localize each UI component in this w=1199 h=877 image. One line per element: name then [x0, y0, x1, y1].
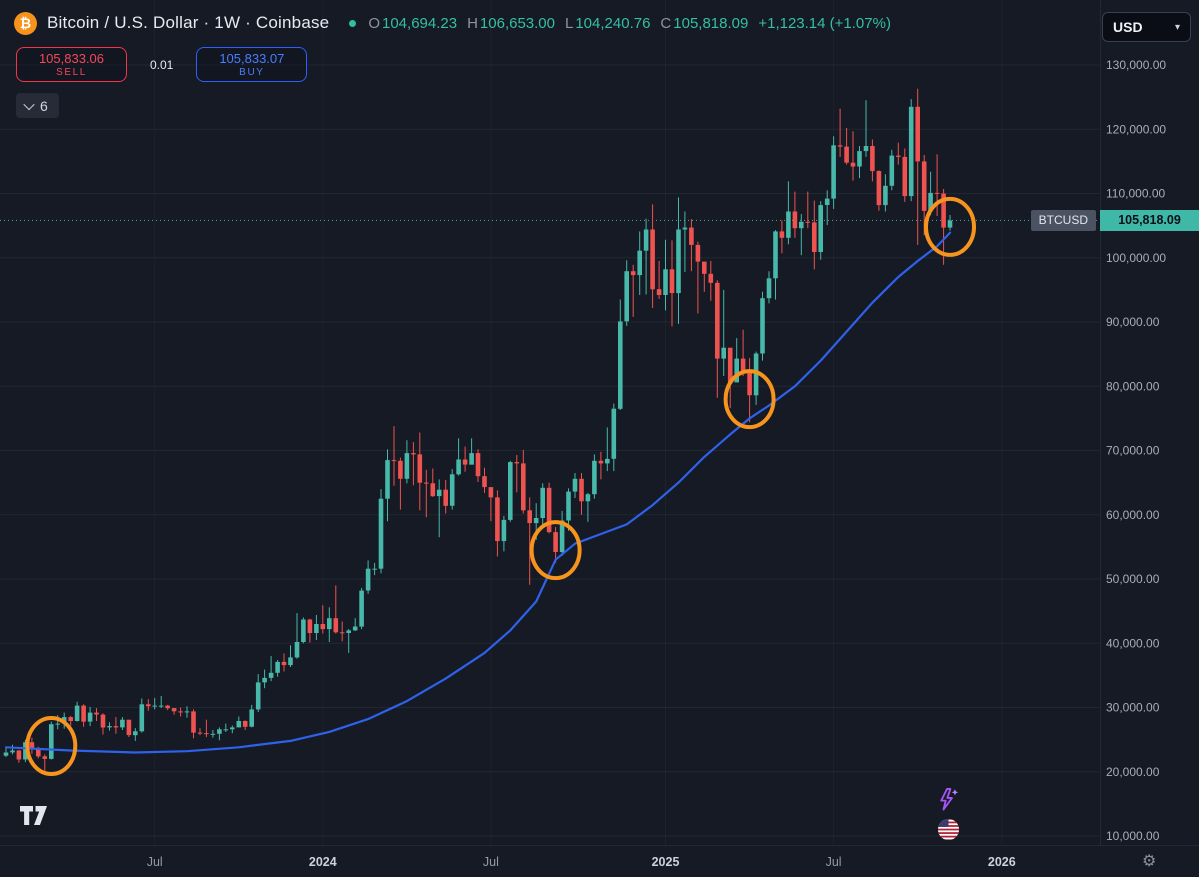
- price-change: +1,123.14 (+1.07%): [758, 14, 891, 32]
- close-value: C 105,818.09: [660, 14, 749, 32]
- ai-sparkle-bolt-icon[interactable]: [934, 786, 961, 818]
- svg-text:Jul: Jul: [483, 855, 499, 869]
- svg-text:120,000.00: 120,000.00: [1106, 122, 1166, 136]
- svg-text:100,000.00: 100,000.00: [1106, 251, 1166, 265]
- low-value: L 104,240.76: [565, 14, 651, 32]
- svg-text:80,000.00: 80,000.00: [1106, 379, 1160, 393]
- indicators-collapse-chip[interactable]: 6: [16, 93, 59, 118]
- svg-text:60,000.00: 60,000.00: [1106, 508, 1160, 522]
- buy-label: BUY: [239, 66, 265, 78]
- indicator-count: 6: [40, 97, 48, 114]
- time-axis-separator: [0, 845, 1199, 846]
- svg-text:Jul: Jul: [826, 855, 842, 869]
- svg-text:70,000.00: 70,000.00: [1106, 444, 1160, 458]
- svg-text:50,000.00: 50,000.00: [1106, 572, 1160, 586]
- spread-value: 0.01: [150, 57, 174, 72]
- chevron-down-icon: ▾: [1174, 21, 1180, 33]
- svg-text:2026: 2026: [988, 855, 1016, 869]
- ohlc-values: O 104,694.23 H 106,653.00 L 104,240.76 C 105…: [368, 15, 891, 32]
- svg-text:2025: 2025: [652, 855, 680, 869]
- last-price-label: 105,818.09: [1100, 210, 1199, 231]
- svg-text:40,000.00: 40,000.00: [1106, 636, 1160, 650]
- buy-button[interactable]: 105,833.07 BUY: [196, 47, 308, 82]
- high-value: H 106,653.00: [467, 14, 555, 32]
- axis-settings-gear-icon[interactable]: ⚙: [1142, 853, 1157, 870]
- tradingview-logo[interactable]: [20, 806, 54, 831]
- open-value: O 104,694.23: [368, 14, 458, 32]
- trade-panel: 105,833.06 SELL 0.01 105,833.07 BUY: [16, 47, 308, 82]
- svg-text:90,000.00: 90,000.00: [1106, 315, 1160, 329]
- symbol-price-flag: BTCUSD: [1030, 210, 1096, 231]
- price-axis-separator: [1100, 0, 1101, 845]
- symbol-title[interactable]: Bitcoin / U.S. Dollar · 1W · Coinbase: [47, 13, 330, 32]
- sell-button[interactable]: 105,833.06 SELL: [16, 47, 127, 82]
- bitcoin-logo-icon: ₿: [14, 11, 37, 35]
- currency-dropdown[interactable]: USD ▾: [1102, 12, 1191, 42]
- svg-text:110,000.00: 110,000.00: [1106, 187, 1165, 201]
- market-status-dot: [349, 19, 357, 27]
- price-axis[interactable]: [1101, 0, 1199, 845]
- svg-text:10,000.00: 10,000.00: [1106, 829, 1160, 843]
- svg-text:130,000.00: 130,000.00: [1106, 58, 1166, 72]
- us-flag-icon[interactable]: [937, 818, 960, 846]
- currency-dropdown-label: USD: [1113, 19, 1143, 35]
- chevron-down-icon: [23, 98, 35, 110]
- svg-text:30,000.00: 30,000.00: [1106, 701, 1160, 715]
- svg-text:Jul: Jul: [147, 855, 163, 869]
- buy-price: 105,833.07: [219, 50, 285, 66]
- svg-text:20,000.00: 20,000.00: [1106, 765, 1160, 779]
- sell-label: SELL: [56, 66, 87, 78]
- sell-price: 105,833.06: [38, 50, 105, 66]
- time-axis[interactable]: [0, 846, 1199, 877]
- svg-text:2024: 2024: [309, 855, 337, 869]
- chart-header: ₿ Bitcoin / U.S. Dollar · 1W · Coinbase …: [0, 0, 891, 46]
